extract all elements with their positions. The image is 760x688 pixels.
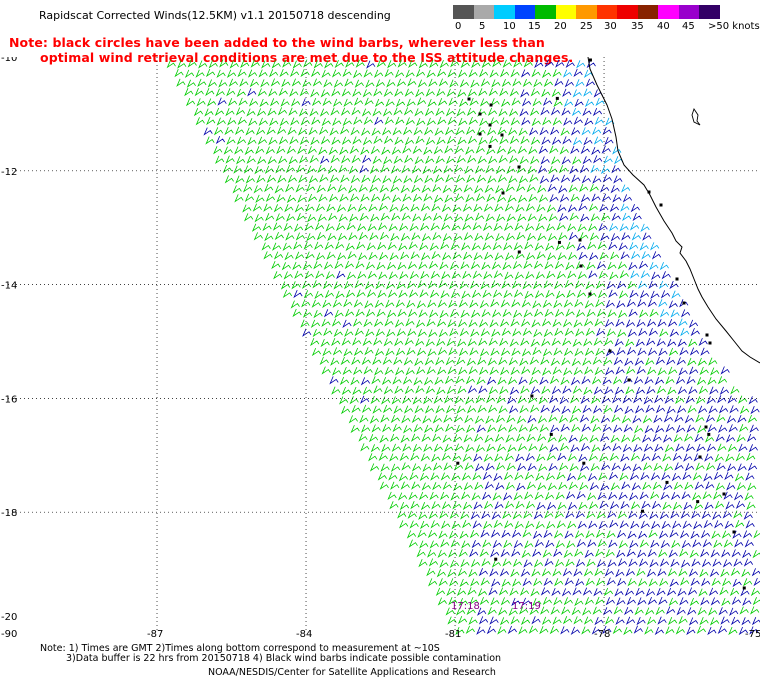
latitude-label: -20 <box>1 612 17 623</box>
wind-map: -10 -12 -14 -16 -18 -20 -90 -87 -84 -81 -78 -75 17:1… <box>0 57 760 637</box>
time-label: 17:18 <box>451 601 480 612</box>
colorbar-label: 45 <box>682 21 695 32</box>
colorbar-label: >50 knots <box>708 21 760 32</box>
flag-mark <box>530 394 534 398</box>
chart-title: Rapidscat Corrected Winds(12.5KM) v1.1 2… <box>39 9 391 22</box>
footnote-line-2: 3)Data buffer is 22 hrs from 20150718 4)… <box>66 653 502 664</box>
flag-mark <box>489 103 493 107</box>
flag-mark <box>732 530 736 534</box>
flag-mark <box>456 461 460 465</box>
flag-mark <box>696 500 700 504</box>
colorbar-label: 35 <box>631 21 644 32</box>
flag-mark <box>555 96 559 100</box>
flag-mark <box>707 432 711 436</box>
latitude-label: -10 <box>1 57 17 64</box>
latitude-label: -18 <box>1 508 17 519</box>
flag-mark <box>517 250 521 254</box>
flag-mark <box>478 112 482 116</box>
colorbar-swatch <box>453 5 474 19</box>
colorbar-label: 30 <box>604 21 617 32</box>
flag-mark <box>698 455 702 459</box>
coastline-layer <box>587 57 760 364</box>
flag-mark <box>488 144 492 148</box>
longitude-label: -87 <box>147 629 163 637</box>
flag-mark <box>478 132 482 136</box>
colorbar-label: 5 <box>479 21 486 32</box>
flag-mark <box>488 123 492 127</box>
longitude-label: -84 <box>296 629 312 637</box>
note-line-2: optimal wind retrieval conditions are me… <box>40 50 574 65</box>
footnote-line-1: Note: 1) Times are GMT 2)Times along bot… <box>40 643 440 654</box>
colorbar-label: 0 <box>455 21 462 32</box>
colorbar-swatch <box>699 5 720 19</box>
flag-mark <box>557 240 561 244</box>
flag-mark <box>704 425 708 429</box>
flag-mark <box>647 190 651 194</box>
note-line-1: Note: black circles have been added to t… <box>9 35 545 50</box>
colorbar-label: 15 <box>528 21 541 32</box>
colorbar-swatch <box>555 5 577 19</box>
credit-line: NOAA/NESDIS/Center for Satellite Applica… <box>208 667 496 678</box>
flag-mark <box>608 349 612 353</box>
colorbar-label: 10 <box>503 21 516 32</box>
colorbar-swatch <box>637 5 659 19</box>
longitude-label: -75 <box>745 629 760 637</box>
coastline <box>587 57 760 364</box>
longitude-label: -81 <box>445 629 461 637</box>
colorbar-swatch <box>658 5 679 19</box>
colorbar-swatch <box>535 5 556 19</box>
colorbar-label: 40 <box>657 21 670 32</box>
colorbar-swatch <box>576 5 597 19</box>
colorbar-label: 25 <box>580 21 593 32</box>
colorbar-label: 20 <box>554 21 567 32</box>
flag-mark <box>627 378 631 382</box>
lake-outline <box>691 107 701 126</box>
flag-mark <box>659 203 663 207</box>
flag-mark <box>675 277 679 281</box>
flag-mark <box>705 333 709 337</box>
colorbar-swatch <box>596 5 618 19</box>
map-labels-layer: -10 -12 -14 -16 -18 -20 -90 -87 -84 -81 -78 -75 17:1… <box>1 57 760 637</box>
flag-mark <box>500 133 504 137</box>
flag-mark <box>494 557 498 561</box>
longitude-label: -78 <box>594 629 610 637</box>
flag-mark <box>579 264 583 268</box>
flag-mark <box>517 165 521 169</box>
flag-mark <box>641 509 645 513</box>
flag-mark <box>582 461 586 465</box>
colorbar-swatch <box>678 5 700 19</box>
wind-barbs-layer <box>166 59 760 636</box>
colorbar-swatch <box>473 5 495 19</box>
flag-mark <box>578 238 582 242</box>
flag-mark <box>501 191 505 195</box>
longitude-label: -90 <box>1 629 17 637</box>
latitude-label: -16 <box>1 394 17 405</box>
flag-mark <box>588 292 592 296</box>
flag-mark <box>588 58 592 62</box>
latitude-label: -14 <box>1 281 17 292</box>
lat-lon-grid <box>8 57 760 632</box>
wind-barbs-light <box>166 59 760 636</box>
time-label: 17:19 <box>512 601 541 612</box>
flag-mark <box>742 586 746 590</box>
flag-mark <box>467 97 471 101</box>
flag-mark <box>549 432 553 436</box>
colorbar-swatch <box>494 5 515 19</box>
flag-marks-layer <box>456 58 746 590</box>
flag-mark <box>665 480 669 484</box>
wind-map-svg: -10 -12 -14 -16 -18 -20 -90 -87 -84 -81 -78 -75 17:1… <box>1 57 760 637</box>
flag-mark <box>708 341 712 345</box>
flag-mark <box>722 492 726 496</box>
flag-mark <box>682 301 686 305</box>
latitude-label: -12 <box>1 167 17 178</box>
colorbar-swatch <box>617 5 638 19</box>
colorbar-swatch <box>514 5 536 19</box>
wind-barbs-dark <box>203 59 760 636</box>
